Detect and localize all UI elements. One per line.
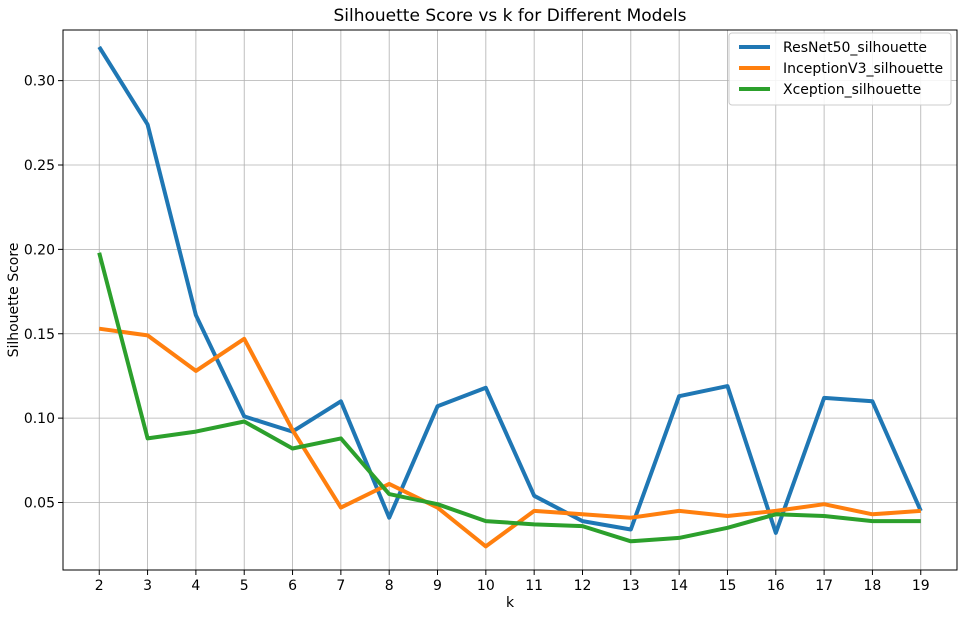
x-tick-label: 19 [912,578,930,594]
legend-label: InceptionV3_silhouette [783,61,943,77]
x-tick-label: 11 [525,578,543,594]
x-tick-label: 14 [670,578,688,594]
x-tick-label: 15 [719,578,737,594]
x-tick-label: 3 [143,578,152,594]
x-tick-label: 6 [288,578,297,594]
y-tick-label: 0.15 [24,327,55,343]
axis-ticks: 2 3 4 5 6 7 8 9 10 11 12 13 14 15 16 17 18 19 0.05 0.10 0.15… [24,74,930,594]
x-tick-label: 5 [240,578,249,594]
x-tick-label: 7 [336,578,345,594]
legend-label: Xception_silhouette [783,82,921,98]
y-tick-label: 0.10 [24,411,55,427]
y-axis-title: Silhouette Score [6,243,22,358]
x-tick-label: 2 [95,578,104,594]
x-tick-label: 9 [433,578,442,594]
plot-frame [62,29,958,571]
x-tick-label: 4 [191,578,200,594]
x-tick-label: 13 [622,578,640,594]
series-line-Xception_silhouette [97,252,921,544]
grid [63,30,957,570]
y-tick-label: 0.05 [24,496,55,512]
y-tick-label: 0.20 [24,242,55,258]
chart-title: Silhouette Score vs k for Different Mode… [333,6,686,26]
y-tick-label: 0.30 [24,74,55,90]
legend: ResNet50_silhouette InceptionV3_silhouett… [728,32,952,106]
x-tick-label: 17 [815,578,833,594]
x-axis-title: k [506,595,515,611]
series-lines [97,45,923,549]
legend-label: ResNet50_silhouette [783,40,927,56]
x-tick-label: 18 [864,578,882,594]
series-line-InceptionV3_silhouette [98,326,921,549]
x-tick-label: 8 [385,578,394,594]
y-tick-label: 0.25 [24,158,55,174]
legend-box [728,32,952,106]
x-tick-label: 16 [767,578,785,594]
x-tick-label: 10 [477,578,495,594]
x-tick-label: 12 [574,578,592,594]
